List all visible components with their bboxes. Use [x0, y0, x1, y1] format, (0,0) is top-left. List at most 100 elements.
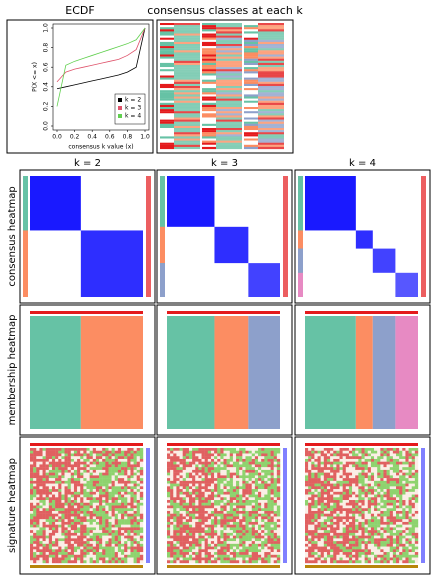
signature-cell: [308, 456, 312, 460]
class-cell: [244, 71, 258, 74]
signature-cell: [204, 489, 209, 493]
signature-cell: [402, 535, 406, 539]
class-cell: [216, 121, 242, 124]
signature-cell: [408, 552, 412, 555]
signature-cell: [389, 500, 394, 503]
signature-cell: [242, 557, 246, 561]
signature-cell: [273, 502, 278, 506]
class-cell: [258, 44, 284, 47]
signature-cell: [402, 527, 406, 531]
signature-cell: [39, 530, 43, 534]
signature-cell: [179, 552, 183, 555]
signature-cell: [320, 494, 325, 498]
signature-cell: [323, 535, 328, 539]
signature-cell: [248, 535, 252, 539]
signature-cell: [167, 472, 171, 476]
class-cell: [174, 94, 200, 97]
signature-cell: [333, 486, 337, 490]
signature-cell: [214, 458, 218, 462]
signature-cell: [89, 552, 93, 555]
signature-cell: [396, 489, 400, 493]
signature-cell: [214, 560, 218, 564]
anno-bar: [283, 448, 287, 563]
signature-cell: [411, 494, 416, 498]
signature-cell: [377, 541, 381, 545]
signature-cell: [111, 549, 115, 553]
signature-cell: [117, 516, 122, 520]
class-cell: [216, 146, 242, 150]
signature-cell: [402, 510, 406, 514]
signature-cell: [58, 483, 62, 487]
signature-cell: [399, 497, 403, 501]
signature-cell: [207, 552, 212, 555]
signature-cell: [133, 524, 137, 528]
signature-cell: [336, 538, 340, 542]
signature-cell: [179, 494, 183, 498]
signature-cell: [77, 453, 81, 457]
signature-cell: [55, 469, 59, 473]
class-cell: [174, 52, 200, 55]
signature-cell: [117, 510, 122, 514]
signature-cell: [261, 521, 265, 525]
signature-cell: [102, 500, 106, 503]
signature-cell: [139, 552, 144, 555]
signature-cell: [30, 543, 34, 547]
signature-cell: [264, 519, 268, 523]
signature-cell: [36, 469, 40, 473]
signature-cell: [188, 538, 193, 542]
signature-cell: [167, 448, 171, 451]
signature-cell: [402, 467, 406, 471]
signature-cell: [358, 532, 362, 536]
signature-cell: [326, 475, 331, 479]
signature-cell: [33, 513, 37, 517]
signature-cell: [61, 469, 65, 473]
signature-cell: [348, 458, 353, 462]
signature-cell: [182, 494, 187, 498]
signature-cell: [58, 513, 62, 517]
column-title: k = 3: [211, 158, 238, 169]
signature-cell: [236, 448, 240, 451]
class-cell: [216, 41, 242, 45]
signature-cell: [48, 500, 53, 503]
signature-cell: [111, 543, 115, 547]
signature-cell: [214, 532, 218, 536]
signature-cell: [133, 450, 137, 454]
signature-cell: [389, 546, 394, 550]
signature-cell: [108, 549, 112, 553]
signature-cell: [167, 530, 171, 534]
signature-cell: [323, 530, 328, 534]
class-cell: [202, 83, 216, 87]
panel-frame: [156, 169, 293, 304]
signature-cell: [170, 530, 174, 534]
signature-cell: [42, 494, 46, 498]
signature-cell: [355, 472, 359, 476]
signature-cell: [210, 554, 215, 558]
signature-cell: [201, 541, 205, 545]
signature-cell: [127, 494, 131, 498]
signature-cell: [170, 502, 174, 506]
class-cell: [160, 130, 174, 133]
signature-cell: [220, 519, 224, 523]
signature-cell: [254, 480, 259, 484]
signature-cell: [251, 516, 256, 520]
signature-cell: [201, 475, 205, 479]
signature-cell: [220, 456, 224, 460]
signature-cell: [30, 510, 34, 514]
signature-cell: [399, 557, 403, 561]
signature-cell: [242, 491, 246, 495]
signature-cell: [245, 502, 249, 506]
signature-cell: [223, 461, 227, 465]
signature-cell: [232, 450, 237, 454]
signature-cell: [67, 458, 72, 462]
signature-cell: [61, 527, 65, 531]
signature-cell: [176, 505, 180, 509]
signature-cell: [370, 552, 375, 555]
signature-cell: [127, 538, 131, 542]
signature-cell: [39, 472, 43, 476]
signature-cell: [261, 464, 265, 468]
class-cell: [174, 41, 200, 45]
signature-cell: [51, 549, 56, 553]
signature-cell: [330, 475, 334, 479]
signature-cell: [232, 513, 237, 517]
class-cell: [174, 60, 200, 63]
